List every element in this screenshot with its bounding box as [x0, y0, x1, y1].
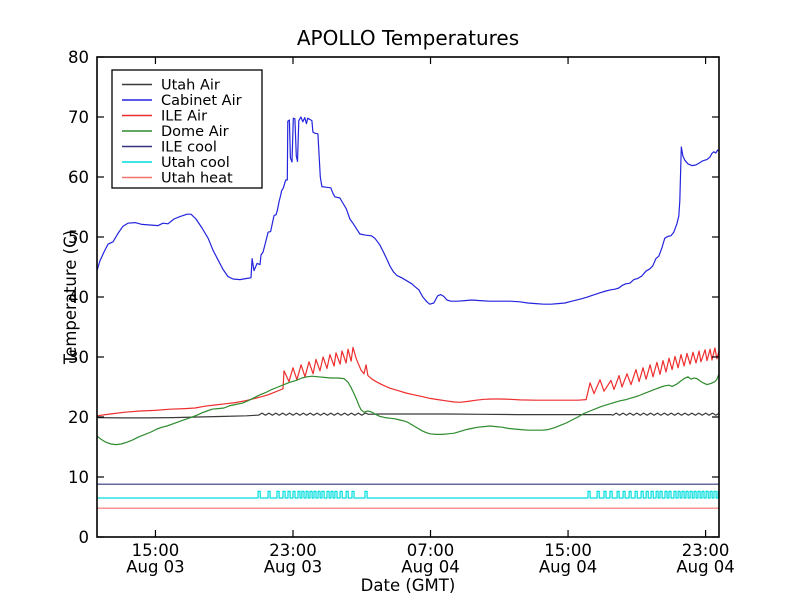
y-tick-label: 40 [68, 288, 89, 307]
y-tick-label: 60 [68, 168, 89, 187]
legend-label-utah-cool: Utah cool [161, 155, 230, 171]
x-tick-date-label: Aug 04 [676, 558, 734, 577]
legend-label-ile-cool: ILE cool [161, 140, 217, 156]
x-tick-time-label: 23:00 [682, 541, 730, 560]
x-tick-date-label: Aug 04 [539, 558, 597, 577]
y-axis-label: Temperature (C) [61, 230, 80, 365]
legend-label-ile-air: ILE Air [161, 109, 207, 125]
x-tick-time-label: 07:00 [407, 541, 455, 560]
series-ile-air [96, 346, 720, 417]
x-axis-label: Date (GMT) [361, 576, 456, 595]
x-tick-date-label: Aug 04 [401, 558, 459, 577]
x-tick-date-label: Aug 03 [264, 558, 322, 577]
x-tick-time-label: 23:00 [269, 541, 317, 560]
series-utah-air [96, 412, 720, 419]
chart-title: APOLLO Temperatures [297, 26, 519, 50]
x-tick-date-label: Aug 03 [126, 558, 184, 577]
legend-label-dome-air: Dome Air [161, 124, 229, 140]
y-tick-label: 10 [68, 468, 89, 487]
y-tick-label: 30 [68, 348, 89, 367]
series-dome-air [96, 373, 720, 446]
y-tick-label: 20 [68, 408, 89, 427]
y-tick-label: 0 [79, 528, 90, 547]
legend-label-cabinet-air: Cabinet Air [161, 93, 242, 109]
y-tick-label: 70 [68, 108, 89, 127]
series-utah-cool [97, 490, 720, 499]
x-tick-time-label: 15:00 [544, 541, 592, 560]
legend-label-utah-heat: Utah heat [161, 171, 233, 187]
legend-label-utah-air: Utah Air [161, 78, 220, 94]
x-tick-time-label: 15:00 [132, 541, 180, 560]
y-tick-label: 80 [68, 48, 89, 67]
series-cabinet-air [96, 116, 720, 305]
y-tick-label: 50 [68, 228, 89, 247]
legend-box [111, 69, 263, 189]
